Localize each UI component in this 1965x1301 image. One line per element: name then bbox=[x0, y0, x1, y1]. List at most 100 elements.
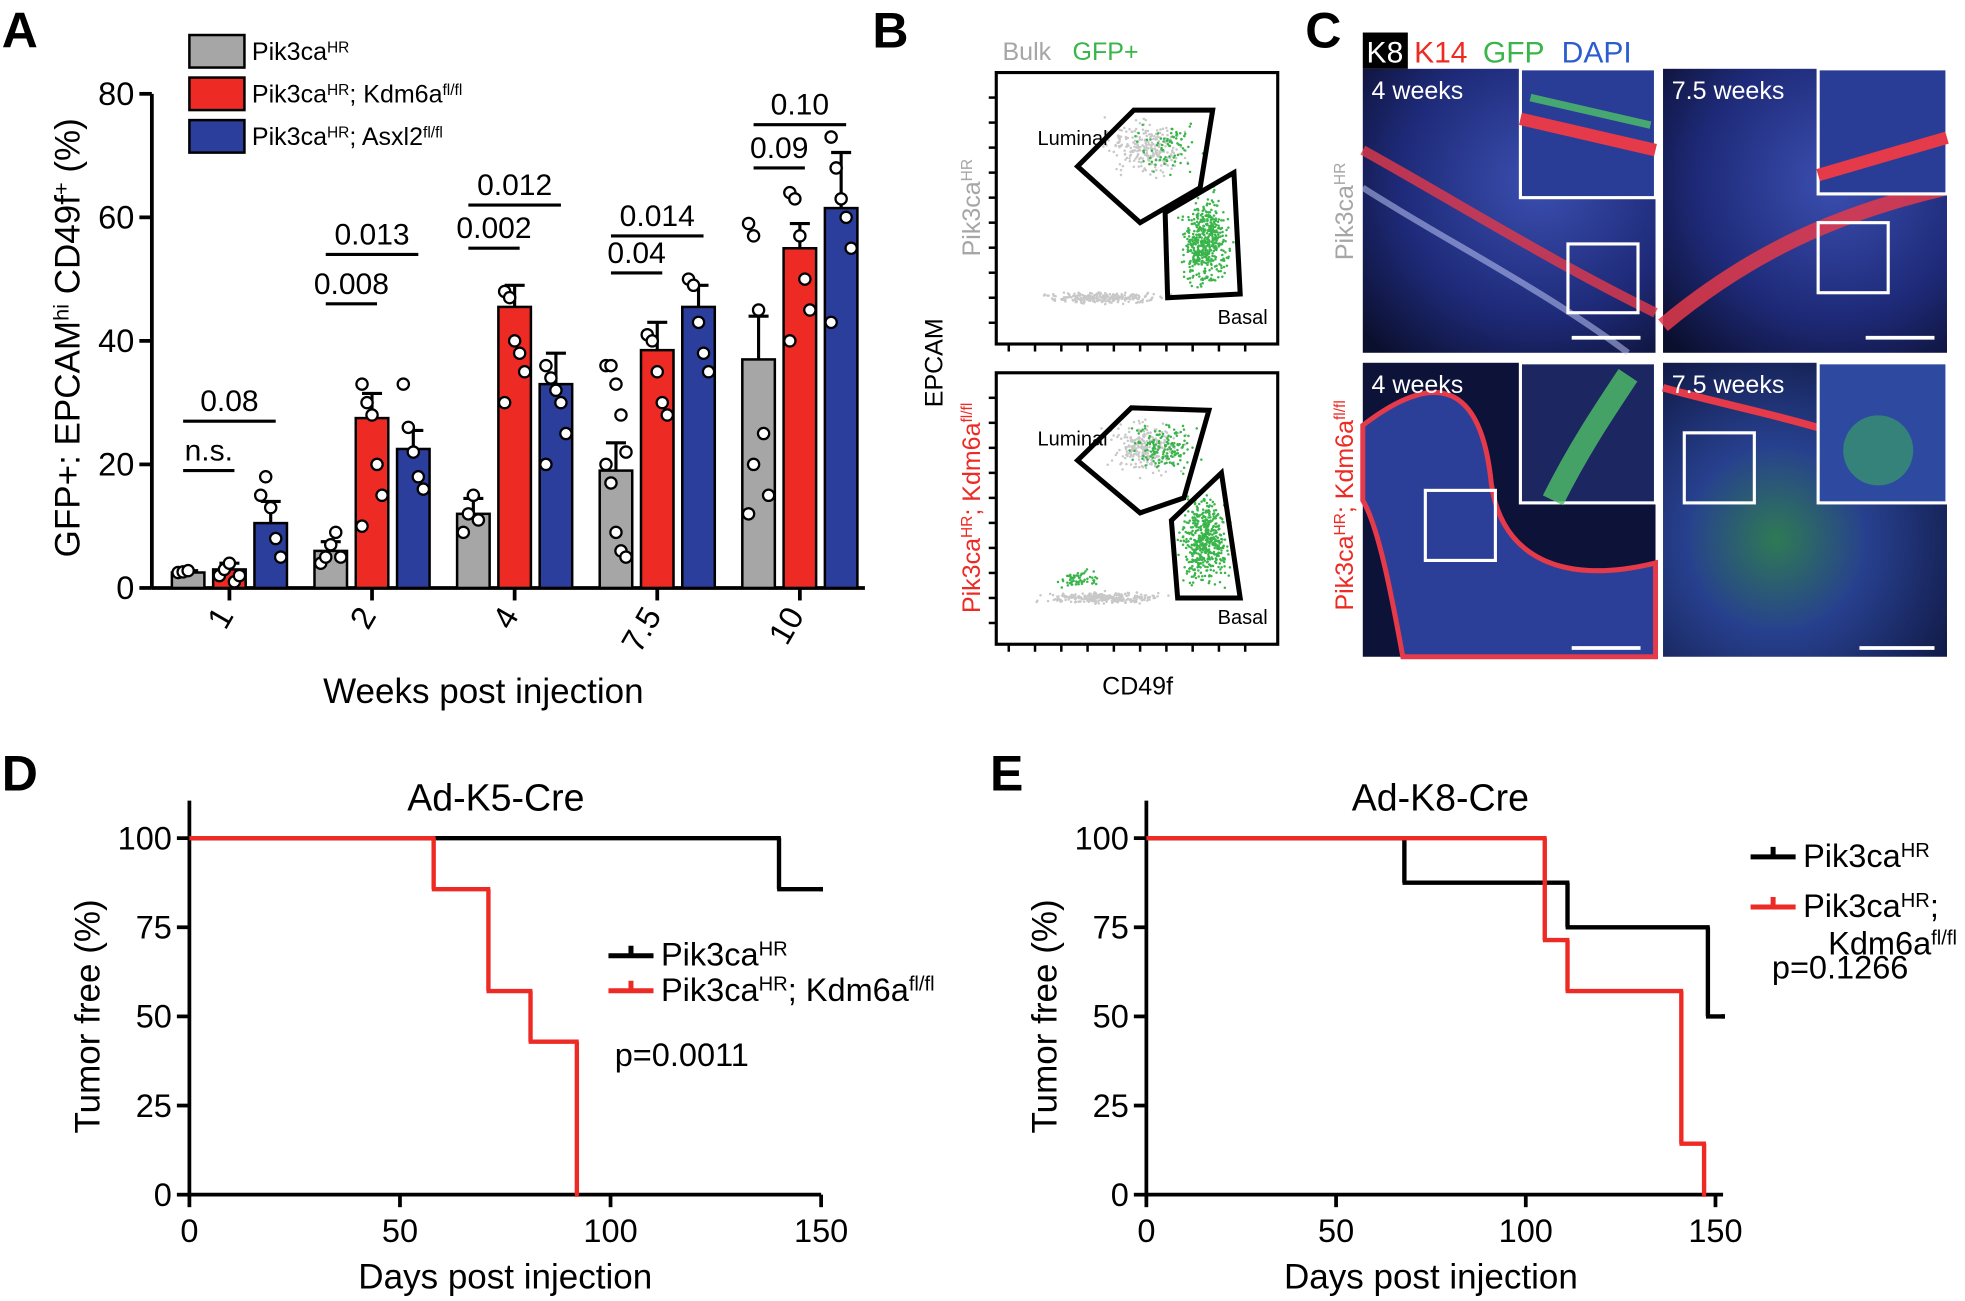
flow-event bbox=[1146, 441, 1150, 445]
flow-event bbox=[1205, 257, 1209, 260]
flow-event bbox=[1153, 147, 1156, 150]
flow-event bbox=[1144, 129, 1147, 133]
superscript: HR bbox=[1332, 513, 1349, 535]
flow-event bbox=[1202, 244, 1206, 247]
flow-event bbox=[1195, 213, 1199, 217]
flow-event bbox=[1132, 165, 1136, 169]
flow-event bbox=[1090, 599, 1094, 603]
legend-label: Pik3caHR bbox=[252, 38, 349, 66]
flow-event bbox=[1128, 157, 1131, 160]
flow-event bbox=[1211, 536, 1214, 540]
flow-event bbox=[1169, 140, 1173, 143]
flow-event bbox=[1177, 553, 1180, 557]
flow-event bbox=[1193, 568, 1196, 571]
flow-event bbox=[1134, 119, 1138, 122]
flow-event bbox=[1191, 533, 1194, 536]
data-point bbox=[746, 457, 761, 472]
data-point bbox=[401, 420, 416, 435]
legend-line bbox=[608, 980, 654, 994]
flow-event bbox=[1186, 277, 1190, 280]
flow-event bbox=[1206, 565, 1209, 569]
flow-event bbox=[1226, 256, 1230, 260]
x-tick-label: 100 bbox=[583, 1213, 637, 1249]
flow-event bbox=[1149, 450, 1153, 453]
flow-event bbox=[1133, 449, 1136, 453]
flow-event bbox=[1166, 164, 1169, 167]
bar bbox=[823, 206, 859, 590]
y-tick-label: 100 bbox=[1075, 820, 1129, 856]
data-point bbox=[416, 482, 431, 496]
flow-event bbox=[1125, 130, 1128, 133]
flow-event bbox=[1178, 131, 1182, 135]
flow-event bbox=[1085, 296, 1088, 300]
flow-event bbox=[1211, 500, 1215, 504]
flow-event bbox=[1073, 292, 1076, 296]
flow-event bbox=[1207, 553, 1210, 556]
flow-event bbox=[1217, 270, 1220, 273]
legend-swatch bbox=[188, 118, 246, 154]
flow-event bbox=[1082, 600, 1086, 603]
flow-event bbox=[1188, 276, 1192, 280]
flow-event bbox=[1222, 560, 1226, 564]
flow-event bbox=[1062, 291, 1066, 294]
flow-event bbox=[1137, 145, 1140, 148]
flow-event bbox=[1128, 159, 1132, 163]
flow-event bbox=[1219, 568, 1222, 571]
flow-event bbox=[1120, 129, 1124, 132]
flow-event bbox=[1128, 449, 1131, 452]
flow-event bbox=[1137, 453, 1140, 456]
flow-event bbox=[1144, 142, 1147, 145]
flow-event bbox=[1197, 262, 1200, 266]
flow-event bbox=[1201, 536, 1204, 540]
flow-event bbox=[1127, 593, 1130, 597]
data-point bbox=[375, 488, 389, 503]
flow-event bbox=[1192, 519, 1195, 522]
data-point bbox=[650, 365, 665, 379]
flow-event bbox=[1207, 240, 1211, 244]
flow-event bbox=[1127, 427, 1131, 430]
flow-event bbox=[1143, 138, 1147, 141]
flow-event bbox=[1202, 261, 1206, 264]
flow-event bbox=[1144, 464, 1147, 467]
flow-event bbox=[1127, 430, 1131, 434]
flow-event bbox=[1223, 558, 1226, 561]
data-point bbox=[181, 563, 195, 578]
panel-label: C bbox=[1305, 3, 1341, 59]
flow-event bbox=[1081, 293, 1085, 297]
flow-event bbox=[1225, 228, 1228, 232]
flow-event bbox=[1082, 580, 1085, 583]
flow-event bbox=[1103, 295, 1106, 299]
flow-event bbox=[1125, 436, 1129, 439]
flow-event bbox=[1072, 294, 1075, 298]
flow-event bbox=[1176, 451, 1180, 455]
data-point bbox=[686, 278, 701, 293]
data-point bbox=[839, 210, 853, 225]
flow-event bbox=[1108, 149, 1111, 153]
flow-event bbox=[1182, 260, 1186, 263]
flow-event bbox=[1196, 285, 1199, 289]
data-point bbox=[355, 377, 369, 391]
flow-event bbox=[1139, 593, 1143, 596]
flow-event bbox=[1189, 281, 1192, 284]
data-point bbox=[741, 507, 756, 521]
flow-event bbox=[1222, 532, 1226, 535]
flow-event bbox=[1173, 431, 1177, 435]
flow-event bbox=[1067, 598, 1071, 601]
flow-event bbox=[1213, 265, 1217, 268]
flow-event bbox=[1186, 448, 1189, 451]
flow-event bbox=[1207, 252, 1210, 256]
flow-event bbox=[1133, 296, 1137, 299]
data-point bbox=[609, 525, 623, 540]
flow-event bbox=[1118, 595, 1121, 599]
flow-event bbox=[1185, 570, 1189, 573]
flow-event bbox=[1200, 531, 1203, 535]
flow-event bbox=[1201, 575, 1204, 578]
flow-event bbox=[1136, 444, 1140, 448]
superscript: HR bbox=[1332, 163, 1349, 185]
flow-event bbox=[1157, 145, 1161, 149]
flow-event bbox=[1170, 167, 1173, 170]
flow-event bbox=[1121, 599, 1125, 602]
flow-event bbox=[1154, 443, 1157, 446]
flow-event bbox=[1154, 165, 1157, 169]
y-tick-label: 40 bbox=[98, 323, 134, 359]
